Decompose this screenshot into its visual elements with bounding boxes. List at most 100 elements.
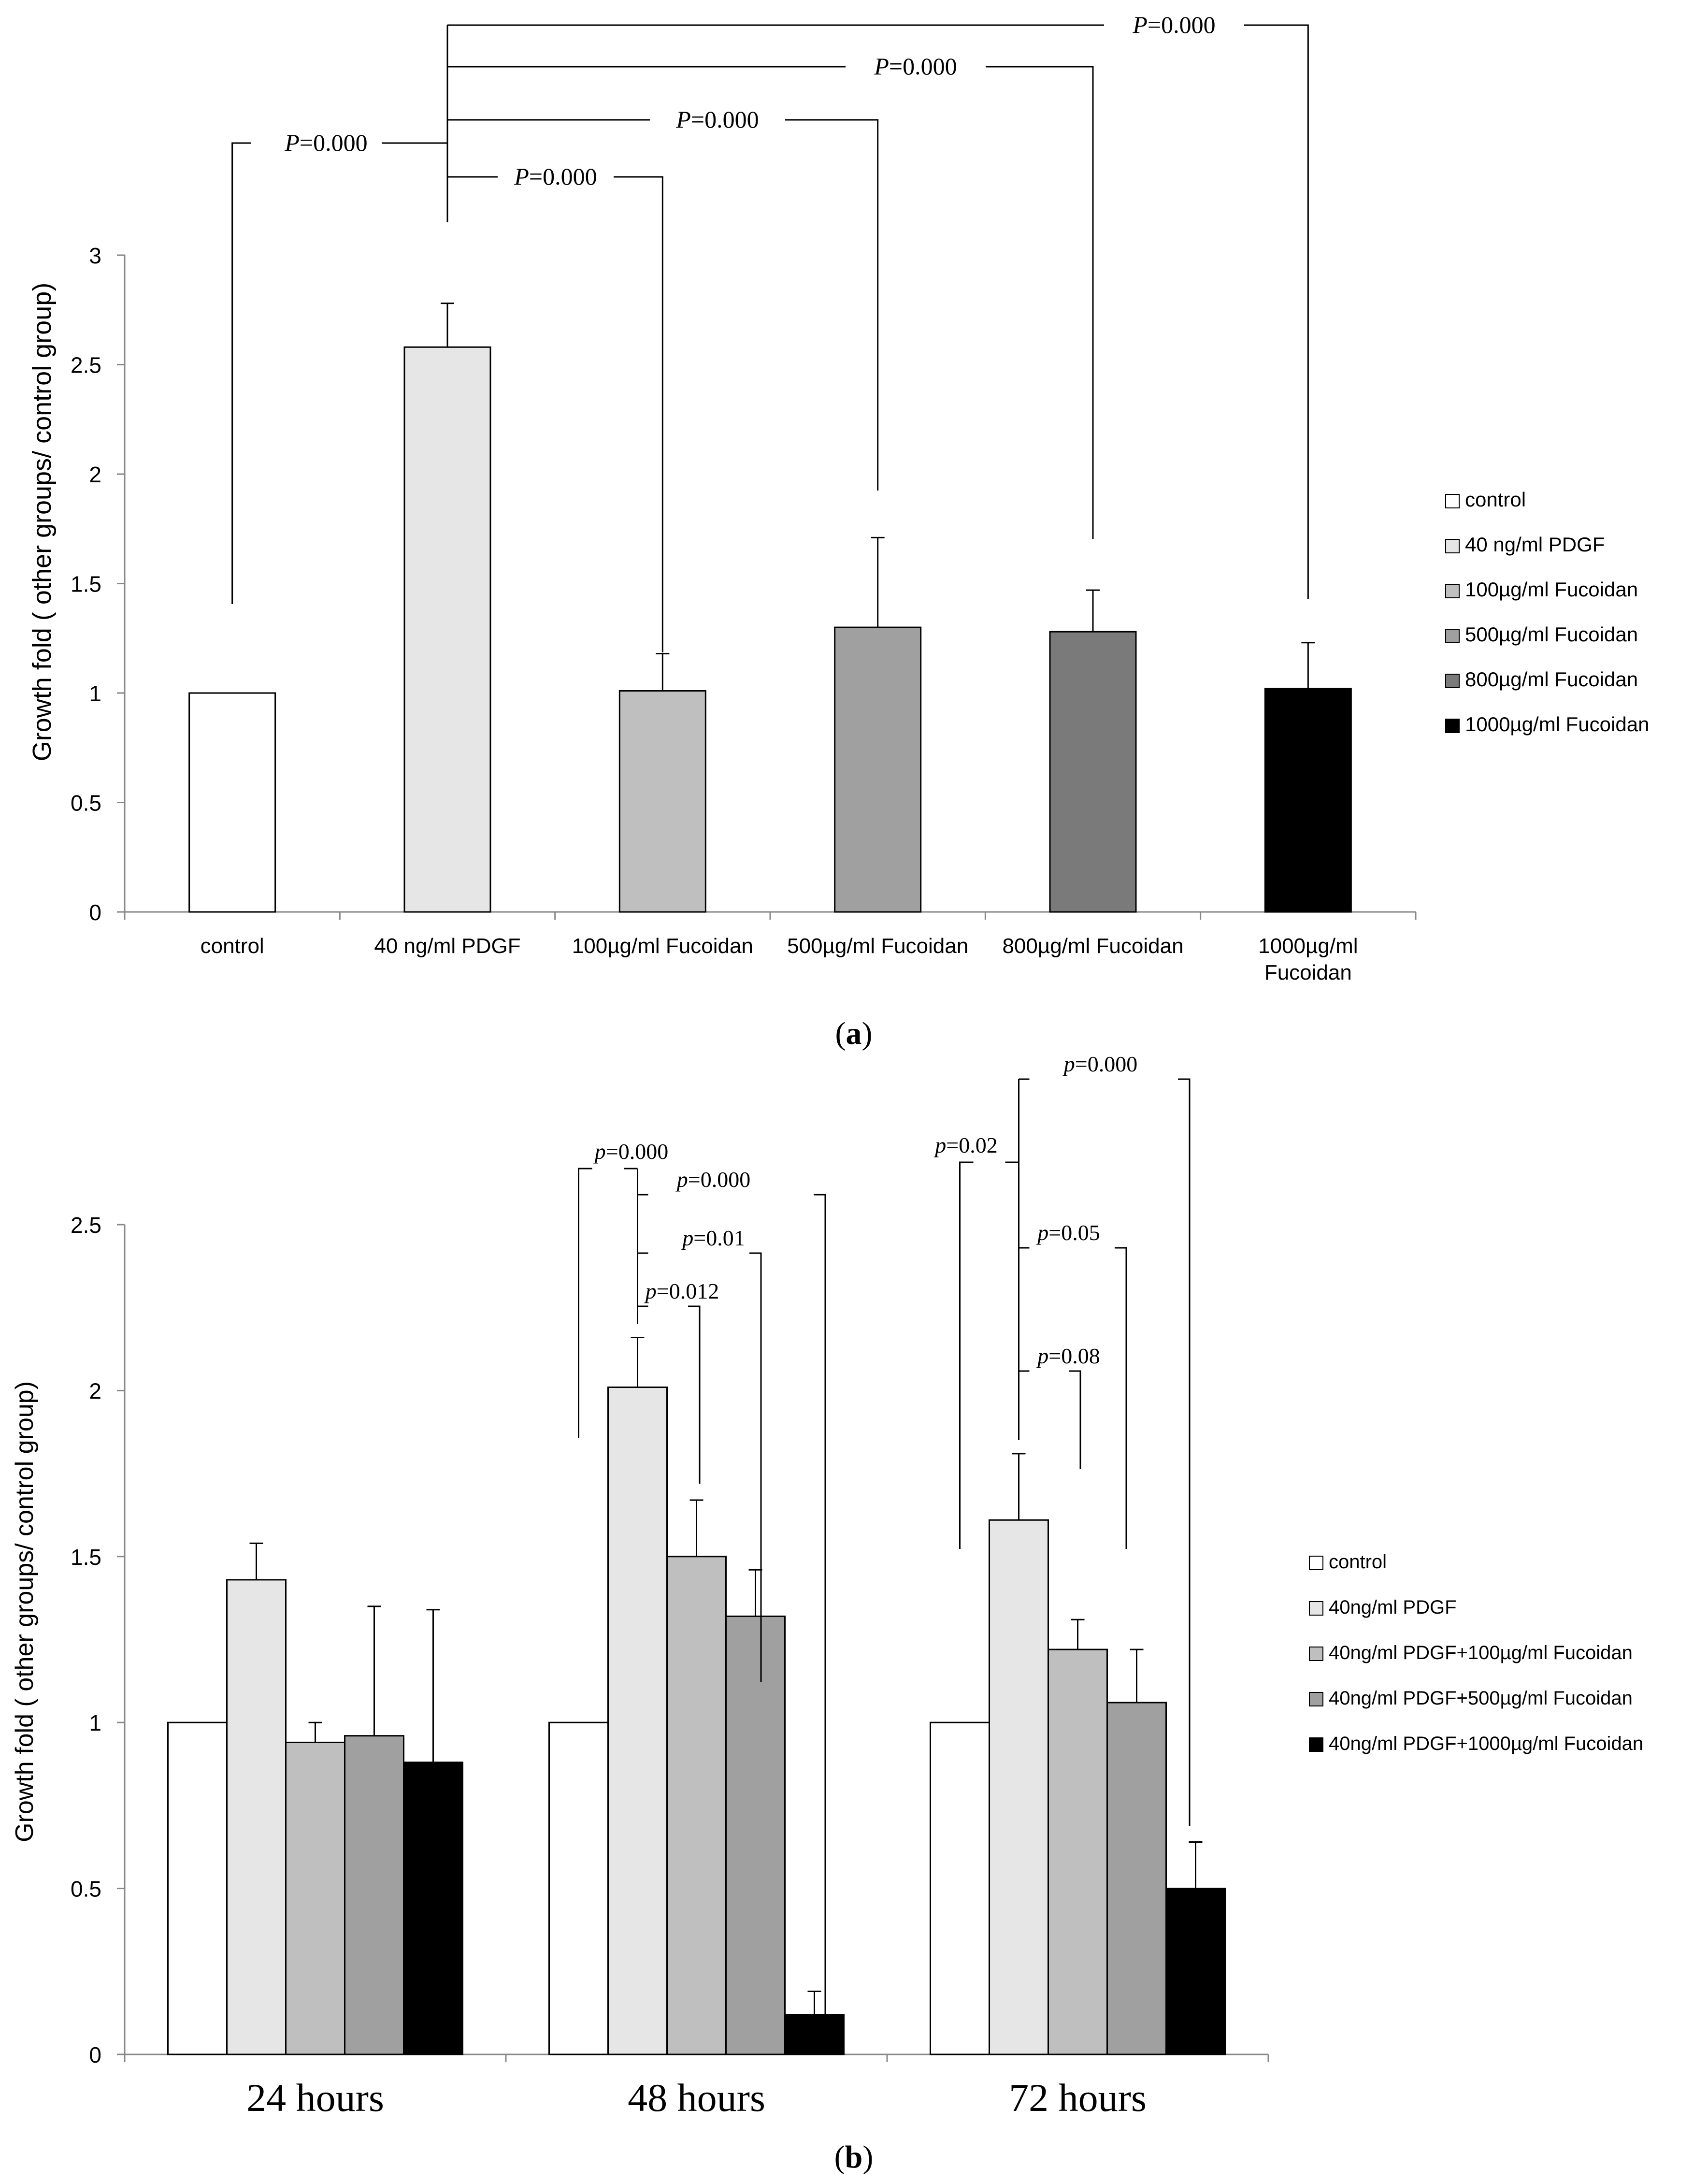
chart-a-legend-swatch (1445, 629, 1460, 643)
chart-b-bar (226, 1579, 287, 2055)
chart-a-significance-label: P=0.000 (675, 106, 759, 133)
chart-a-significance-label-value: =0.000 (529, 163, 597, 190)
chart-b-significance-label: p=0.012 (644, 1279, 719, 1303)
chart-b-legend-swatch (1309, 1647, 1323, 1661)
chart-a-x-tick-label: 1000µg/ml (1258, 934, 1358, 958)
chart-b-y-tick-label: 1.5 (71, 1545, 101, 1570)
chart-b-significance-label-symbol: p (681, 1226, 693, 1250)
chart-b-y-axis-label: Growth fold ( other groups/ control grou… (11, 1381, 39, 1842)
chart-b-legend-swatch (1309, 1556, 1323, 1570)
chart-b-significance-label-value: =0.01 (693, 1226, 745, 1250)
chart-b-significance-label-value: =0.000 (688, 1167, 750, 1192)
chart-b-x-tick-label: 24 hours (246, 2076, 384, 2120)
chart-b-significance-bracket (749, 1252, 762, 1682)
chart-a-significance-bracket (1244, 24, 1309, 599)
chart-a-y-tick-label: 2 (89, 462, 101, 487)
chart-a-significance-label-value: =0.000 (300, 129, 368, 156)
chart-a-significance-bracket (986, 66, 1094, 539)
chart-a-bar (188, 692, 276, 913)
chart-b-bar (930, 1721, 990, 2055)
chart-b-significance-label-value: =0.000 (1075, 1052, 1137, 1076)
chart-b-y-tick-label: 0 (89, 2042, 101, 2067)
chart-a-significance-label-value: =0.000 (889, 53, 957, 80)
chart-a-x-tick-label: 40 ng/ml PDGF (374, 934, 520, 958)
chart-a-panel-letter: a (846, 1016, 862, 1051)
chart-b-significance-label: p=0.01 (681, 1226, 745, 1250)
chart-a-significance-bracket (614, 176, 663, 652)
chart-a-panel-label: (a) (835, 1016, 873, 1051)
chart-a-x-tick-label: control (201, 934, 264, 958)
chart-b-significance-label-symbol: p (1036, 1344, 1048, 1368)
chart-b-bar (784, 2014, 845, 2055)
chart-a-legend-swatch (1445, 584, 1460, 598)
chart-a-bar (1264, 688, 1352, 913)
chart-b-significance-label-symbol: p (1036, 1220, 1048, 1245)
chart-b-panel-letter: b (845, 2139, 863, 2175)
chart-b-x-tick-label: 72 hours (1009, 2076, 1147, 2120)
chart-a-y-tick-label: 0 (89, 900, 101, 925)
chart-b-significance-bracket (814, 1194, 826, 2016)
chart-a-significance-label: P=0.000 (284, 129, 367, 156)
chart-a-y-tick-label: 0.5 (71, 791, 101, 816)
chart-a-significance-label: P=0.000 (874, 53, 957, 80)
chart-a-legend-label: 800µg/ml Fucoidan (1465, 668, 1638, 691)
chart-b-bar (607, 1387, 668, 2055)
chart-b-y-tick-label: 1 (89, 1710, 101, 1735)
chart-a-legend-label: 100µg/ml Fucoidan (1465, 578, 1638, 601)
chart-a-significance-label-value: =0.000 (1148, 11, 1216, 38)
chart-a-significance-label-symbol: P (514, 163, 529, 190)
chart-a-significance-bracket (785, 119, 879, 491)
chart-a-y-tick-label: 3 (89, 243, 101, 268)
chart-a-legend-swatch (1445, 719, 1460, 733)
chart-a-significance-label-symbol: P (675, 106, 691, 133)
chart-b-significance-bracket (1069, 1370, 1081, 1469)
chart-a-significance-label-value: =0.000 (691, 106, 759, 133)
chart-b-bar (1106, 1702, 1167, 2055)
chart-b-bar (725, 1615, 786, 2055)
chart-b-significance-label-symbol: p (933, 1133, 946, 1157)
chart-b-legend-swatch (1309, 1692, 1323, 1706)
chart-b-legend-swatch (1309, 1737, 1323, 1752)
chart-b-bar (989, 1519, 1049, 2055)
chart-a-x-tick-label: Fucoidan (1264, 961, 1352, 984)
chart-b-bar (1048, 1648, 1108, 2055)
chart-b-legend-swatch (1309, 1601, 1323, 1616)
chart-b-bar (167, 1721, 228, 2055)
chart-b-legend-label: control (1329, 1551, 1387, 1573)
chart-a-significance-label-symbol: P (284, 129, 300, 156)
chart-b-significance-label-value: =0.08 (1048, 1344, 1100, 1368)
chart-a-legend-label: 40 ng/ml PDGF (1465, 533, 1605, 556)
chart-b-bar (285, 1741, 345, 2055)
chart-a-significance-label-symbol: P (874, 53, 889, 80)
chart-b-bar (548, 1721, 609, 2055)
chart-a-y-tick-label: 2.5 (71, 353, 101, 378)
chart-b-x-tick-label: 48 hours (628, 2076, 765, 2120)
chart-a-legend-label: 1000µg/ml Fucoidan (1465, 713, 1649, 736)
chart-a-significance-label: P=0.000 (514, 163, 597, 190)
chart-a-bar (1049, 631, 1137, 913)
chart-b-legend-label: 40ng/ml PDGF+1000µg/ml Fucoidan (1329, 1733, 1643, 1754)
chart-b-bar (403, 1762, 463, 2055)
chart-a-y-tick-label: 1.5 (71, 572, 101, 597)
chart-a-y-tick-label: 1 (89, 681, 101, 706)
chart-a-legend-swatch (1445, 539, 1460, 553)
chart-a: Growth fold ( other groups/ control grou… (28, 11, 1649, 1051)
chart-a-x-tick-label: 800µg/ml Fucoidan (1002, 934, 1183, 958)
chart-b-significance-label: p=0.08 (1036, 1344, 1100, 1368)
chart-a-legend-swatch (1445, 494, 1460, 508)
chart-b-significance-label: p=0.000 (675, 1167, 750, 1192)
chart-b-significance-label-value: =0.000 (606, 1139, 668, 1164)
chart-b-significance-label: p=0.000 (1062, 1052, 1137, 1076)
chart-b-panel-label: (b) (834, 2139, 874, 2175)
chart-b-legend-label: 40ng/ml PDGF+100µg/ml Fucoidan (1329, 1642, 1633, 1663)
chart-b-significance-bracket (1178, 1078, 1191, 1826)
chart-b-significance-bracket (578, 1168, 592, 1438)
chart-b-significance-bracket (1115, 1247, 1127, 1549)
chart-a-x-tick-label: 500µg/ml Fucoidan (787, 934, 968, 958)
chart-b-significance-label: p=0.000 (593, 1139, 668, 1164)
chart-b-legend-label: 40ng/ml PDGF (1329, 1597, 1457, 1618)
chart-b-significance-label: p=0.05 (1036, 1220, 1100, 1245)
chart-a-x-tick-label: 100µg/ml Fucoidan (572, 934, 753, 958)
chart-a-y-axis-label: Growth fold ( other groups/ control grou… (28, 283, 57, 761)
